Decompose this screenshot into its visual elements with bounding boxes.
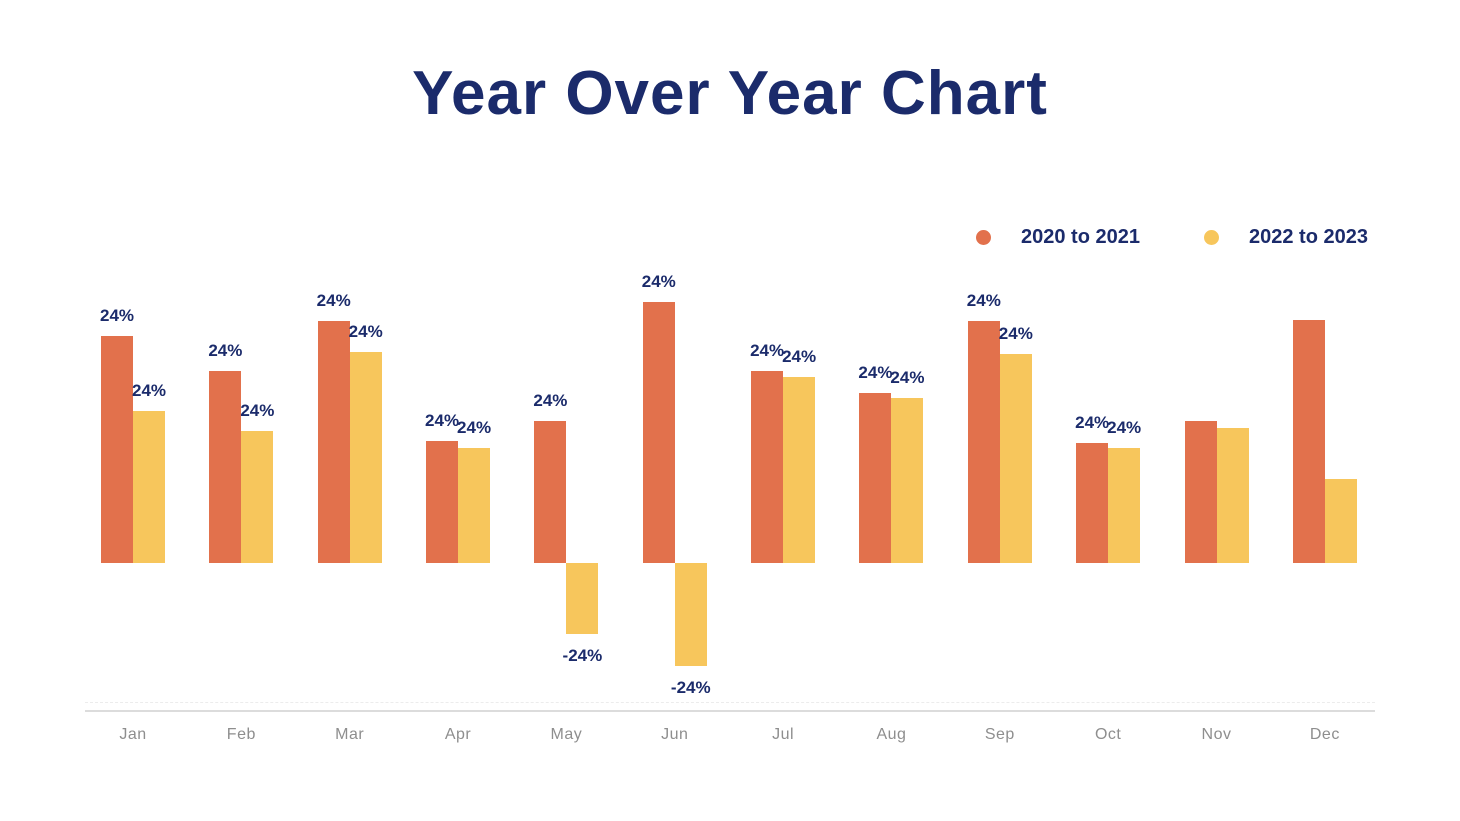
x-axis-label-jun: Jun	[661, 726, 689, 743]
x-axis-label-may: May	[550, 726, 583, 743]
bar-jan-series-0	[101, 336, 133, 563]
x-axis-label-dec: Dec	[1309, 726, 1340, 743]
bar-may-series-1	[566, 563, 599, 634]
bar-value-label: 24%	[316, 291, 351, 310]
legend-label: 2022 to 2023	[1248, 226, 1368, 248]
x-axis-label-apr: Apr	[444, 726, 472, 743]
bar-value-label: 24%	[1107, 418, 1142, 437]
bar-value-label: -24%	[670, 678, 711, 697]
bar-value-label: 24%	[240, 401, 275, 420]
chart-title: Year Over Year Chart	[412, 59, 1048, 128]
bar-aug-series-0	[859, 393, 892, 563]
bar-value-label: 24%	[533, 391, 568, 410]
legend-item-2020-to-2021: 2020 to 2021	[976, 226, 1140, 249]
bar-value-label: 24%	[998, 324, 1033, 343]
bar-value-label: 24%	[348, 322, 383, 341]
bar-mar-series-1	[349, 352, 382, 563]
bar-value-label: 24%	[131, 381, 167, 400]
legend-item-2022-to-2023: 2022 to 2023	[1203, 226, 1368, 249]
x-axis-label-feb: Feb	[226, 726, 256, 743]
legend-dot-icon	[1203, 230, 1219, 245]
x-axis-label-jan: Jan	[119, 726, 147, 743]
legend-dot-icon	[976, 230, 991, 245]
bar-may-series-0	[534, 421, 567, 563]
x-axis-label-sep: Sep	[984, 726, 1015, 743]
bar-oct-series-0	[1076, 443, 1109, 563]
bar-feb-series-0	[209, 371, 242, 563]
bar-jul-series-1	[783, 377, 816, 563]
bar-value-label: 24%	[890, 368, 925, 387]
x-axis-line	[85, 710, 1375, 712]
bar-value-label: 24%	[99, 306, 135, 325]
x-axis-label-oct: Oct	[1094, 726, 1122, 743]
bar-jun-series-0	[642, 302, 675, 563]
bar-apr-series-0	[426, 441, 459, 563]
bar-mar-series-0	[317, 321, 350, 563]
bar-value-label: 24%	[208, 341, 243, 360]
bar-dec-series-1	[1324, 479, 1357, 563]
bar-aug-series-1	[891, 398, 924, 563]
bar-jan-series-1	[133, 411, 165, 563]
bar-oct-series-1	[1108, 448, 1141, 563]
bar-value-label: 24%	[425, 411, 460, 430]
bar-value-label: 24%	[858, 363, 893, 382]
bar-value-label: 24%	[641, 272, 676, 291]
bar-value-label: -24%	[562, 646, 603, 665]
bar-nov-series-1	[1216, 428, 1249, 563]
bar-value-label: 24%	[457, 418, 492, 437]
x-axis-label-nov: Nov	[1201, 726, 1232, 743]
bar-dec-series-0	[1292, 320, 1325, 563]
x-axis-label-mar: Mar	[335, 726, 365, 743]
bar-value-label: 24%	[782, 347, 817, 366]
bar-jun-series-1	[674, 563, 707, 666]
bar-apr-series-1	[458, 448, 491, 563]
bar-value-label: 24%	[966, 291, 1001, 310]
gridline-dashed	[85, 702, 1375, 703]
x-axis-label-jul: Jul	[772, 726, 795, 743]
legend: 2020 to 2021 2022 to 2023	[976, 226, 1368, 249]
bar-feb-series-1	[241, 431, 274, 563]
legend-label: 2020 to 2021	[1021, 226, 1140, 248]
bar-jul-series-0	[751, 371, 784, 563]
bar-sep-series-0	[967, 321, 1000, 563]
bar-value-label: 24%	[750, 341, 785, 360]
bar-sep-series-1	[999, 354, 1032, 563]
bar-nov-series-0	[1184, 421, 1217, 563]
bar-value-label: 24%	[1075, 413, 1110, 432]
x-axis-label-aug: Aug	[876, 726, 907, 743]
